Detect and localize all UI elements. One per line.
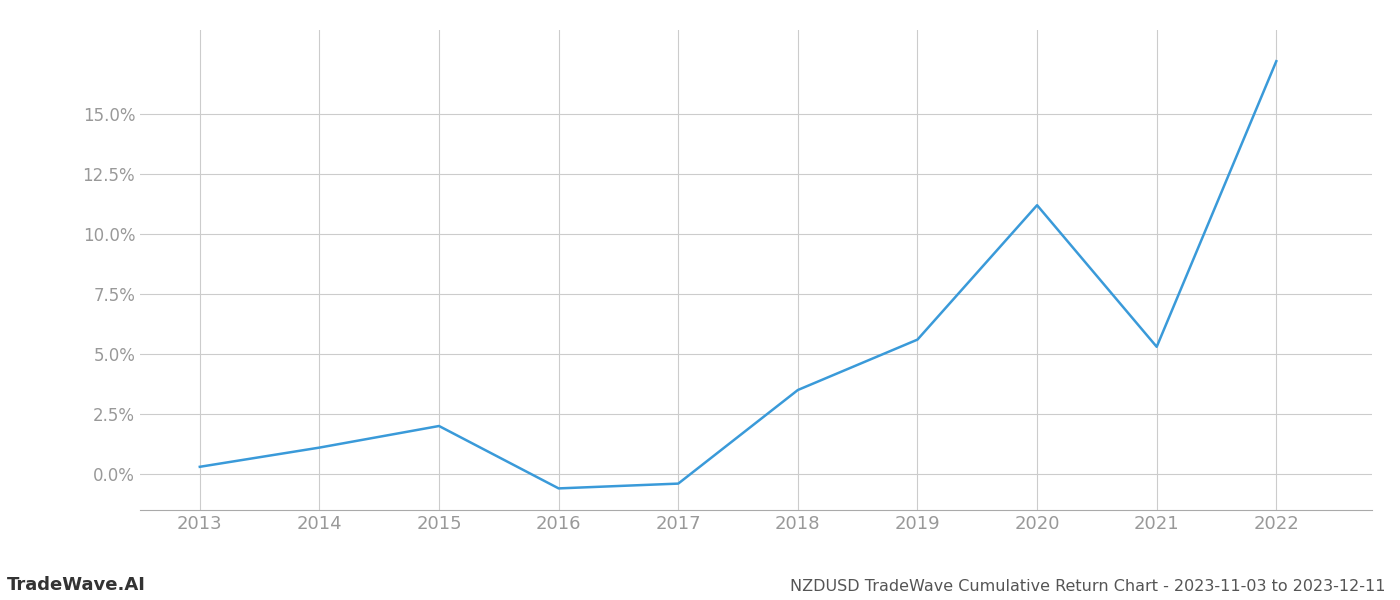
Text: NZDUSD TradeWave Cumulative Return Chart - 2023-11-03 to 2023-12-11: NZDUSD TradeWave Cumulative Return Chart… <box>791 579 1386 594</box>
Text: TradeWave.AI: TradeWave.AI <box>7 576 146 594</box>
